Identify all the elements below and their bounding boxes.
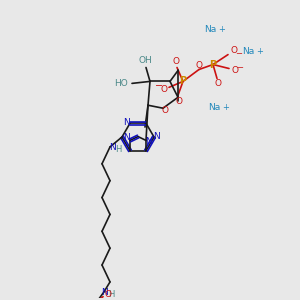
Text: O: O <box>214 79 221 88</box>
Text: H: H <box>115 146 121 154</box>
Text: N: N <box>109 143 116 152</box>
Text: N: N <box>124 118 130 127</box>
Text: O: O <box>104 290 112 299</box>
Text: +: + <box>219 25 225 34</box>
Text: Na: Na <box>208 103 220 112</box>
Text: P: P <box>179 76 187 86</box>
Text: H: H <box>108 290 114 299</box>
Text: −: − <box>236 63 244 72</box>
Text: N: N <box>146 137 152 146</box>
Text: O: O <box>176 97 182 106</box>
Text: +: + <box>223 103 230 112</box>
Text: N: N <box>154 133 160 142</box>
Text: Na: Na <box>242 47 254 56</box>
Text: N: N <box>124 133 130 142</box>
Text: HO: HO <box>114 79 128 88</box>
Text: +: + <box>256 47 263 56</box>
Text: O: O <box>172 57 179 66</box>
Text: P: P <box>209 59 217 70</box>
Text: O: O <box>230 46 238 55</box>
Text: O: O <box>232 66 238 75</box>
Text: −: − <box>155 81 163 92</box>
Text: −: − <box>236 49 242 58</box>
Text: O: O <box>161 106 169 115</box>
Text: Na: Na <box>204 25 216 34</box>
Text: OH: OH <box>138 56 152 65</box>
Text: O: O <box>160 85 167 94</box>
Text: N: N <box>100 288 107 297</box>
Text: O: O <box>196 61 202 70</box>
